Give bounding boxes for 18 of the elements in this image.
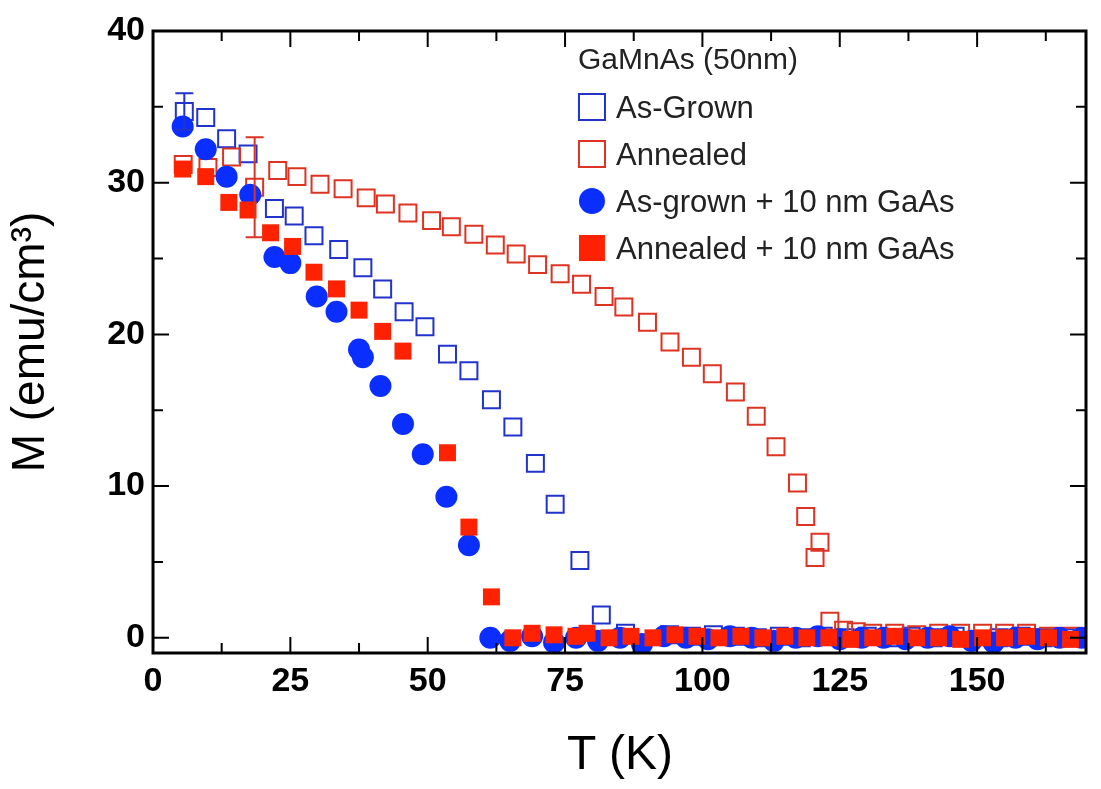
x-tick-label: 100	[674, 659, 731, 698]
legend-label: Annealed + 10 nm GaAs	[615, 230, 955, 266]
legend-label: As-grown + 10 nm GaAs	[615, 183, 955, 219]
legend-label: As-Grown	[615, 89, 754, 125]
y-axis-title: M (emu/cm³)	[2, 211, 55, 473]
x-tick-label: 150	[948, 659, 1006, 698]
y-tick-label: 30	[107, 161, 145, 200]
y-tick-label: 10	[107, 464, 145, 503]
y-tick-label: 0	[126, 616, 145, 655]
y-tick-label: 40	[107, 9, 145, 48]
x-axis-title: T (K)	[567, 726, 673, 780]
x-tick-label: 125	[811, 659, 869, 698]
x-tick-label: 25	[271, 659, 310, 698]
y-tick-label: 20	[107, 312, 145, 351]
x-tick-label: 50	[408, 659, 447, 698]
legend-title: GaMnAs (50nm)	[577, 42, 799, 76]
x-tick-label: 75	[546, 659, 584, 698]
legend-label: Annealed	[615, 136, 747, 172]
